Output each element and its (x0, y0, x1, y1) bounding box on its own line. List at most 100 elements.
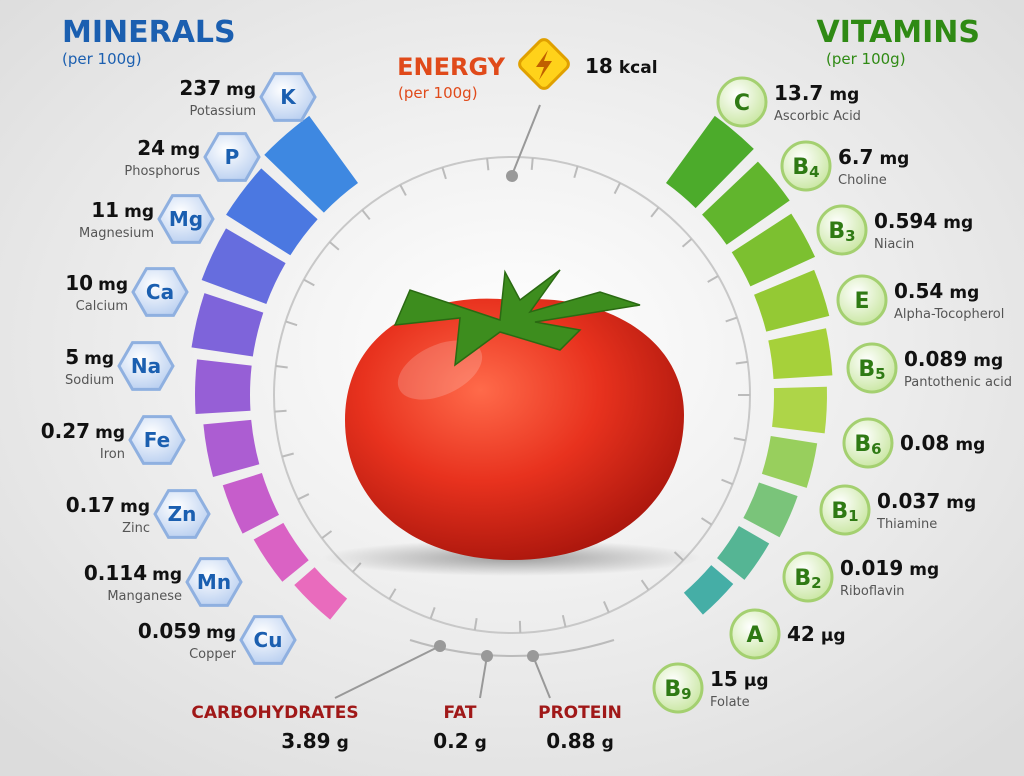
vitamin: B3 0.594 mg Niacin (816, 204, 973, 256)
mineral-symbol: P (225, 145, 240, 169)
vitamin-value: 13.7 (774, 81, 823, 105)
vitamin-value: 0.037 (877, 489, 940, 513)
vitamin-bar (761, 435, 818, 488)
mineral-amount: 0.27 mg (41, 419, 125, 443)
mineral-name: Potassium (190, 104, 256, 119)
mineral-name: Phosphorus (124, 164, 200, 179)
energy-amount: 18 kcal (585, 54, 658, 78)
vitamin-unit: mg (943, 213, 973, 233)
mineral-unit: mg (170, 140, 200, 160)
vitamin-amount: 0.54 mg (894, 279, 979, 303)
mineral-unit: mg (124, 202, 154, 222)
mineral-bar (294, 567, 348, 620)
mineral-amount: 10 mg (65, 271, 128, 295)
energy-title: ENERGY (397, 53, 506, 81)
mineral: Mn 0.114 mg Manganese (84, 557, 243, 607)
ring-tick (681, 238, 693, 248)
vitamin-amount: 0.037 mg (877, 489, 976, 513)
vitamins-title: VITAMINS (817, 15, 980, 50)
mineral-badge (185, 557, 243, 607)
vitamin-name: Choline (838, 173, 887, 188)
mineral-badge (117, 341, 175, 391)
vitamin-value: 6.7 (838, 145, 873, 169)
header: MINERALS (per 100g) VITAMINS (per 100g) … (62, 15, 980, 102)
ring-tick (297, 493, 310, 501)
mineral: K 237 mg Potassium (179, 72, 317, 122)
macro-unit: g (337, 733, 349, 753)
vitamin-value: 0.019 (840, 556, 903, 580)
vitamin-name: Folate (710, 695, 750, 710)
vitamin-symbol: C (734, 91, 750, 116)
mineral-name: Copper (189, 647, 237, 662)
mineral-amount: 237 mg (179, 76, 256, 100)
mineral-symbol: Ca (146, 280, 174, 304)
ring-tick (640, 579, 650, 591)
vitamin-letter: B (664, 677, 681, 702)
vitamin-badge (716, 76, 768, 128)
ring-tick (725, 316, 738, 323)
ring-tick (700, 517, 713, 526)
vitamin-badge (819, 484, 871, 536)
macro-unit: g (475, 733, 487, 753)
vitamin-letter: B (831, 499, 848, 524)
vitamin-symbol: B1 (831, 499, 858, 525)
mineral-badge (153, 489, 211, 539)
mineral: Zn 0.17 mg Zinc (66, 489, 211, 539)
macro-value: 3.89 (281, 729, 330, 753)
mineral-symbol: Na (131, 354, 161, 378)
mineral-name: Magnesium (79, 226, 154, 241)
mineral-badge (239, 615, 297, 665)
ring-tick (321, 530, 333, 540)
energy-value: 18 (585, 54, 613, 78)
mineral-name: Calcium (76, 299, 128, 314)
macro-name: PROTEIN (538, 703, 622, 723)
energy-dot (506, 170, 518, 182)
vitamin-unit: mg (949, 283, 979, 303)
vitamin-bar (754, 269, 830, 332)
vitamin-badge (782, 551, 834, 603)
mineral-symbol: Mg (169, 207, 203, 231)
mineral-bar (194, 359, 252, 415)
mineral-unit: mg (206, 623, 236, 643)
mineral-amount: 0.059 mg (138, 619, 236, 643)
energy-icon (518, 38, 570, 90)
macro-amount: 0.88 g (546, 729, 614, 753)
vitamin-subscript: 9 (681, 685, 691, 703)
ring-tick (561, 614, 567, 628)
macro-dot (481, 650, 493, 662)
vitamin: B1 0.037 mg Thiamine (819, 484, 976, 536)
vitamin-name: Ascorbic Acid (774, 109, 861, 124)
decoration (191, 104, 833, 699)
ring-tick (329, 241, 340, 251)
vitamin-name: Thiamine (876, 517, 937, 532)
vitamin-symbol: E (854, 289, 869, 314)
vitamin-symbol: A (746, 623, 763, 648)
mineral-value: 10 (65, 271, 93, 295)
vitamin-amount: 0.089 mg (904, 347, 1003, 371)
mineral-symbol: Zn (168, 502, 197, 526)
vitamin-subscript: 2 (811, 574, 821, 592)
vitamin: C 13.7 mg Ascorbic Acid (716, 76, 861, 128)
mineral-amount: 0.114 mg (84, 561, 182, 585)
energy-subtitle: (per 100g) (398, 84, 478, 102)
mineral-name: Sodium (65, 373, 114, 388)
mineral-bar (226, 168, 318, 256)
mineral: Na 5 mg Sodium (65, 341, 175, 391)
mineral-name: Manganese (107, 589, 182, 604)
mineral-unit: mg (226, 80, 256, 100)
vitamin-value: 0.089 (904, 347, 967, 371)
vitamin-name: Niacin (874, 237, 914, 252)
macro-line (532, 655, 551, 699)
vitamin-symbol: B5 (858, 357, 885, 383)
mineral-value: 237 (179, 76, 221, 100)
macro-amount: 0.2 g (433, 729, 487, 753)
mineral-unit: mg (95, 423, 125, 443)
mineral-symbol: K (280, 85, 297, 109)
ring-tick (650, 206, 660, 218)
mineral-badge (128, 415, 186, 465)
vitamin-symbol: B9 (664, 677, 691, 703)
mineral: Cu 0.059 mg Copper (138, 615, 297, 665)
